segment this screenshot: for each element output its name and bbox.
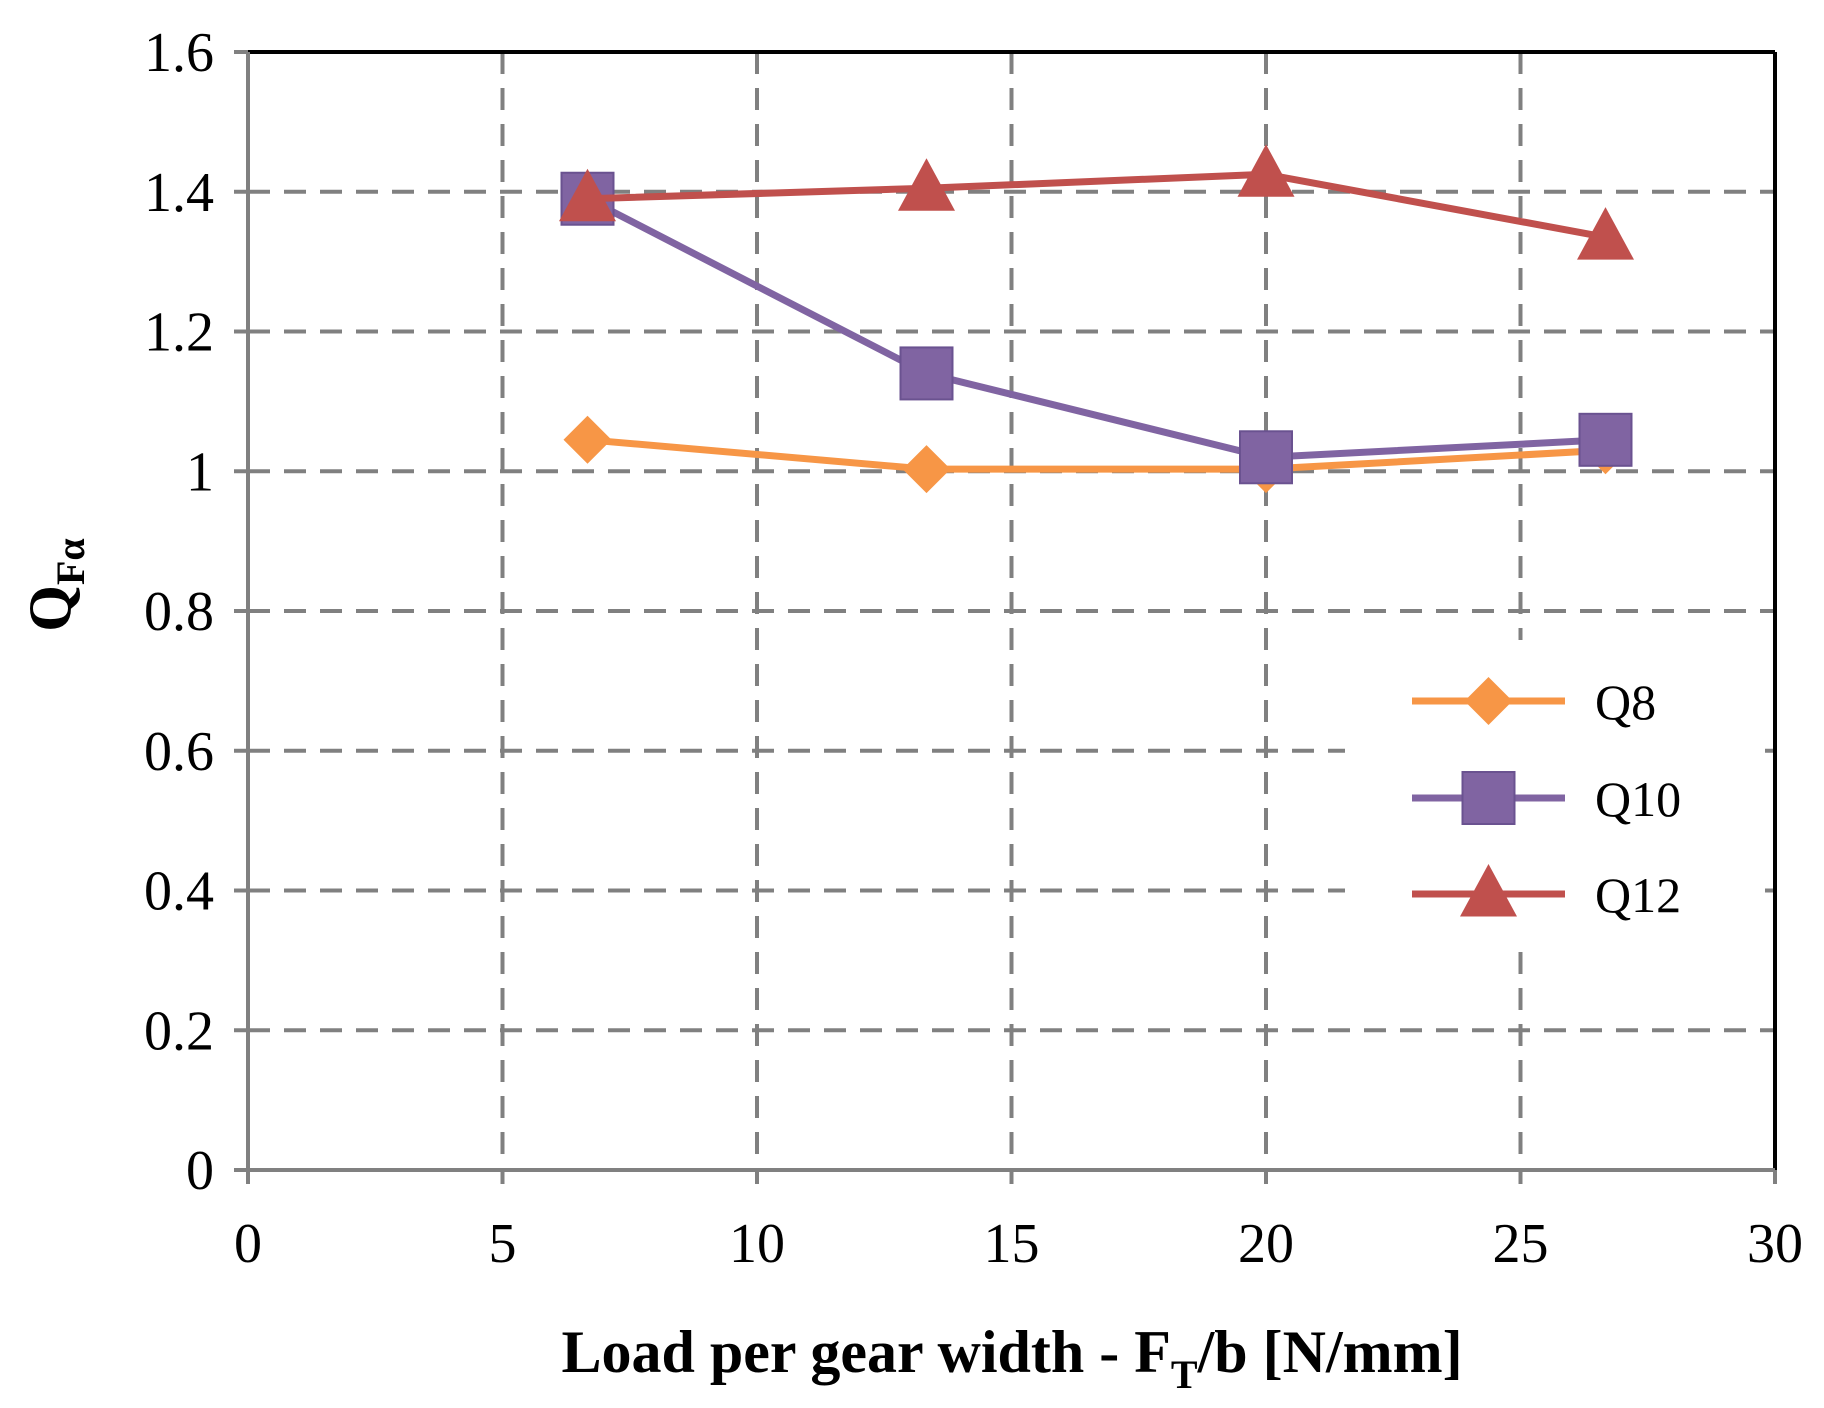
y-tick-label: 0.4: [144, 861, 214, 923]
data-point-q10: [899, 346, 954, 401]
legend-background: [1345, 640, 1765, 940]
legend-marker-q8: [1464, 677, 1513, 725]
x-tick-label: 15: [984, 1213, 1040, 1275]
legend-label-q12: Q12: [1595, 867, 1681, 923]
data-point-q10: [1578, 412, 1633, 467]
x-tick-label: 20: [1238, 1213, 1294, 1275]
data-point-q12: [559, 168, 617, 222]
x-axis-title-sub: T: [1171, 1352, 1198, 1397]
x-tick-label: 30: [1747, 1213, 1803, 1275]
y-tick-label: 0.6: [144, 721, 214, 783]
x-axis-title-tail: /b [N/mm]: [1197, 1319, 1463, 1385]
y-axis-title: QFα: [17, 538, 93, 631]
data-point-q12: [1577, 207, 1635, 260]
y-tick-label: 1.4: [144, 162, 214, 224]
y-tick-label: 1.2: [144, 302, 214, 364]
y-axis-title-sub: Fα: [48, 538, 93, 585]
data-point-q10: [1239, 430, 1293, 485]
axes: [234, 50, 1777, 1184]
series-line-q12: [587, 170, 1607, 241]
y-tick-label: 0.2: [144, 1000, 214, 1062]
data-series: [559, 144, 1635, 494]
legend-label-q10: Q10: [1595, 771, 1681, 827]
y-tick-label: 0.8: [144, 581, 214, 643]
y-tick-label: 0: [186, 1140, 214, 1202]
legend-marker-q10: [1461, 771, 1516, 825]
x-tick-label: 25: [1493, 1213, 1549, 1275]
x-tick-label: 0: [234, 1213, 262, 1275]
data-point-q8: [563, 415, 612, 464]
tick-labels: 0 0.2 0.4 0.6 0.8 1 1.2 1.4 1.6 0 5 10 15 20 25 30: [144, 22, 1803, 1275]
y-tick-label: 1.6: [144, 22, 214, 84]
data-point-q12: [897, 158, 955, 211]
data-point-q12: [1237, 144, 1295, 197]
y-axis-title-main: Q: [17, 585, 83, 632]
x-axis-title-main: Load per gear width - F: [561, 1319, 1170, 1385]
data-point-q8: [902, 445, 951, 494]
x-tick-label: 5: [489, 1213, 517, 1275]
series-line-q8: [587, 436, 1606, 473]
x-tick-label: 10: [729, 1213, 785, 1275]
x-axis-title: Load per gear width - FT/b [N/mm]: [561, 1319, 1462, 1397]
y-tick-label: 1: [186, 441, 214, 503]
legend-label-q8: Q8: [1595, 674, 1656, 730]
legend-marker-q12: [1460, 864, 1517, 917]
series-line-q10: [585, 195, 1606, 461]
legend: Q8 Q10 Q12: [1345, 640, 1765, 940]
